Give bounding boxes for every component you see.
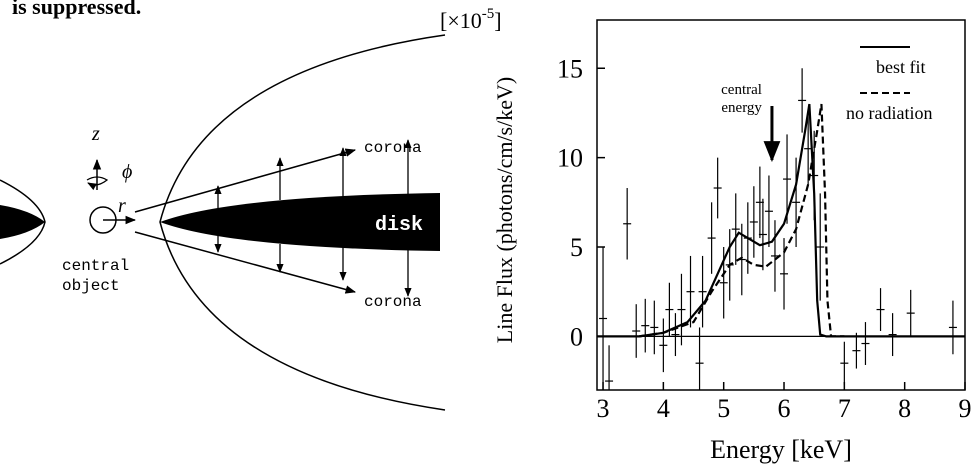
y-tick-label: 15 bbox=[557, 54, 583, 83]
left-disk bbox=[0, 205, 45, 239]
scale-exponent: -5 bbox=[482, 6, 495, 22]
left-corona bbox=[0, 179, 46, 265]
y-tick-label: 10 bbox=[557, 144, 583, 173]
x-axis-title: Energy [keV] bbox=[710, 435, 852, 464]
y-scale-label: [×10-5] bbox=[440, 6, 502, 33]
y-axis-title: Line Flux (photons/cm/s/keV) bbox=[492, 77, 517, 343]
x-tick-label: 6 bbox=[778, 394, 791, 423]
series-line bbox=[639, 103, 845, 338]
corona-label: corona bbox=[364, 139, 422, 157]
body-text: is suppressed. bbox=[12, 0, 141, 19]
phi-label: ϕ bbox=[122, 161, 132, 183]
legend-label: best fit bbox=[876, 57, 926, 77]
x-tick-label: 9 bbox=[959, 394, 972, 423]
disk-label: disk bbox=[375, 214, 423, 237]
annotation: central bbox=[721, 82, 762, 98]
z-label: z bbox=[91, 123, 100, 145]
scale-close: ] bbox=[494, 8, 501, 33]
phi-arrow bbox=[86, 176, 109, 191]
x-tick-label: 3 bbox=[597, 394, 610, 423]
vertical-arrows bbox=[214, 139, 412, 297]
central-object-label: object bbox=[62, 277, 120, 295]
y-tick-label: 5 bbox=[570, 233, 583, 262]
chart: [×10-5] Energy [keV] Line Flux (photons/… bbox=[440, 6, 966, 464]
plot-frame bbox=[596, 19, 966, 391]
annotation: energy bbox=[721, 100, 762, 116]
x-tick-label: 4 bbox=[657, 394, 670, 423]
disk bbox=[160, 193, 440, 251]
corona-label: corona bbox=[364, 293, 422, 311]
y-tick-label: 0 bbox=[570, 322, 583, 351]
r-label: r bbox=[118, 195, 126, 217]
x-tick-label: 5 bbox=[717, 394, 730, 423]
diagram: z ϕ r corona corona disk central object bbox=[0, 34, 446, 411]
outflow-arrow bbox=[134, 231, 357, 294]
x-tick-label: 7 bbox=[838, 394, 851, 423]
x-tick-label: 8 bbox=[898, 394, 911, 423]
legend-label: no radiation bbox=[846, 103, 932, 123]
central-object-label: central bbox=[62, 257, 129, 275]
series-line bbox=[597, 103, 965, 338]
scale-base: [×10 bbox=[440, 8, 482, 33]
outflow-arrow bbox=[134, 148, 357, 213]
plot-area bbox=[597, 68, 965, 390]
